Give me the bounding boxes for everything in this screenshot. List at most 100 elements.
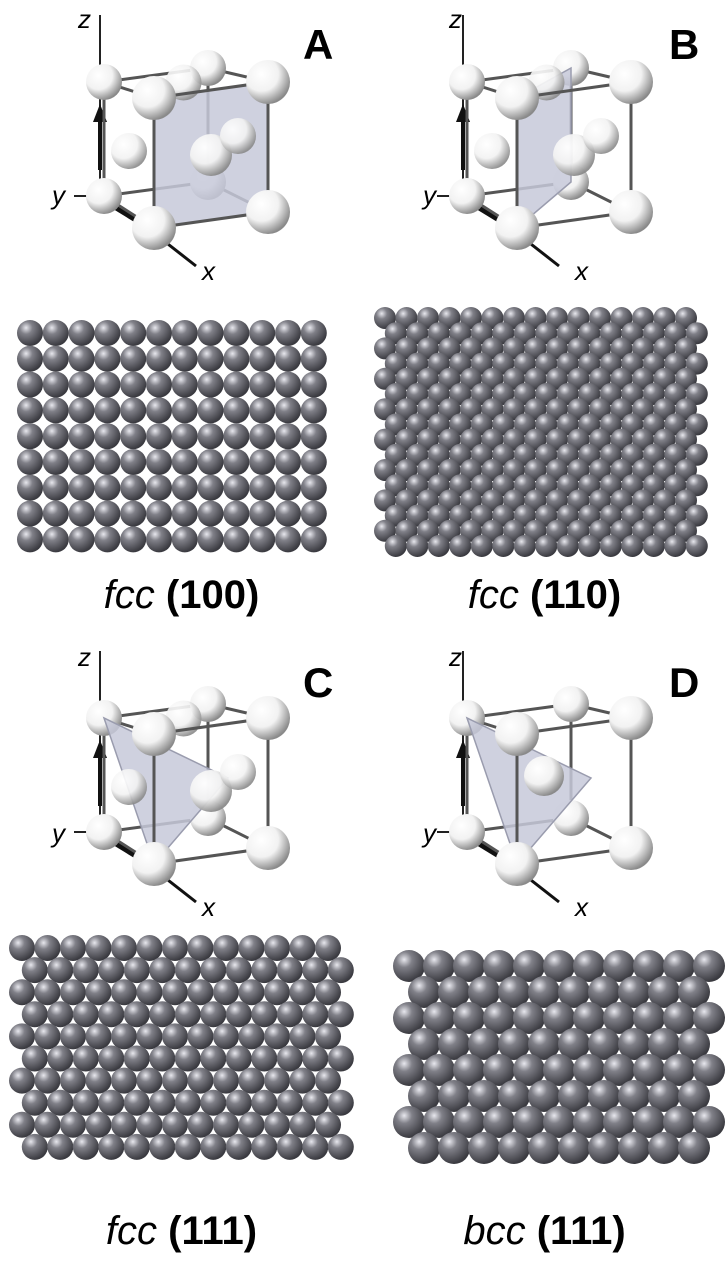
surface-atom [68, 526, 95, 553]
surface-atom [578, 504, 601, 527]
surface-atom [438, 1080, 470, 1112]
surface-atom [289, 1111, 316, 1138]
panel-a: A z y x fcc (100) [0, 0, 363, 635]
panel-letter-b: B [669, 21, 700, 68]
surface-atom [123, 1089, 150, 1116]
surface-atom [438, 519, 461, 542]
surface-atom [384, 322, 407, 345]
panel-a-graphics [17, 15, 327, 553]
surface-atom [60, 1111, 86, 1138]
surface-atom [315, 1067, 341, 1094]
surface-atom [599, 535, 622, 557]
surface-atom [120, 423, 147, 450]
surface-atom [632, 489, 654, 512]
surface-atom [171, 449, 198, 475]
surface-atom [249, 500, 276, 527]
surface-atom [460, 459, 482, 481]
surface-atom [513, 443, 536, 466]
caption-c: fcc (111) [0, 1211, 363, 1251]
surface-atom [264, 1111, 290, 1138]
surface-atom [200, 1001, 227, 1028]
surface-atom [384, 413, 407, 436]
surface-atom [492, 535, 515, 557]
surface-atom [618, 976, 650, 1008]
surface-atom [42, 423, 69, 450]
surface-atom [187, 935, 214, 961]
surface-atom [535, 504, 558, 527]
surface-atom [481, 398, 504, 421]
surface-atom [374, 489, 396, 512]
surface-atom [302, 957, 329, 984]
surface-atom [68, 345, 95, 372]
surface-atom [384, 383, 407, 405]
surface-atom [621, 443, 644, 466]
surface-atom [513, 413, 536, 436]
surface-atom [149, 1045, 176, 1072]
surface-atom [483, 1054, 515, 1086]
surface-atom [664, 322, 687, 345]
lattice-label-a: fcc [103, 573, 155, 617]
surface-atom [524, 367, 547, 390]
surface-atom [60, 1023, 86, 1050]
surface-atom [136, 979, 163, 1006]
surface-atom [664, 413, 687, 436]
surface-atom [327, 957, 354, 984]
surface-atom [275, 526, 301, 553]
surface-atom [528, 1132, 560, 1164]
surface-atom [9, 1023, 35, 1050]
surface-atom [610, 367, 633, 390]
surface-atom [276, 1001, 303, 1028]
surface-atom [149, 1089, 176, 1116]
surface-atom [417, 489, 439, 512]
surface-atom [423, 1002, 455, 1034]
x-axis-label-b: x [575, 256, 588, 286]
surface-atom [300, 423, 327, 450]
surface-atom [94, 423, 121, 450]
surface-atom [68, 449, 95, 475]
surface-atom [449, 535, 472, 557]
surface-atom [642, 383, 665, 405]
surface-atom [632, 428, 654, 451]
surface-atom [599, 443, 622, 466]
surface-atom [120, 320, 147, 346]
surface-atom [567, 367, 590, 390]
surface-atom [470, 413, 493, 436]
miller-index-a: (100) [165, 573, 260, 617]
surface-atom [603, 950, 635, 982]
surface-atom [492, 322, 515, 345]
surface-atom [42, 449, 69, 475]
miller-index-d: (111) [536, 1209, 626, 1253]
panel-c: C z y x fcc (111) [0, 636, 363, 1271]
surface-atom [34, 935, 61, 961]
surface-atom [408, 1132, 440, 1164]
surface-atom [610, 398, 633, 421]
surface-atom [543, 950, 575, 982]
surface-atom [567, 459, 590, 481]
surface-atom [653, 519, 676, 542]
surface-atom [289, 979, 316, 1006]
surface-atom [675, 307, 697, 329]
panel-d-graphics [393, 651, 725, 1164]
surface-atom [653, 337, 676, 360]
surface-atom [42, 500, 69, 527]
surface-atom [503, 367, 525, 390]
surface-atom [589, 428, 611, 451]
surface-atom [498, 1080, 530, 1112]
surface-atom [275, 474, 301, 501]
miller-index-c: (111) [168, 1209, 258, 1253]
surface-atom [17, 371, 43, 398]
surface-atom [17, 397, 43, 424]
surface-atom [374, 398, 396, 421]
surface-atom [111, 1111, 137, 1138]
surface-atom [535, 322, 558, 345]
surface-atom [60, 1067, 86, 1094]
surface-atom [470, 443, 493, 466]
surface-atom [187, 1067, 214, 1094]
surface-atom [483, 1106, 515, 1138]
surface-c [9, 935, 354, 1160]
surface-atom [460, 489, 482, 512]
surface-atom [9, 1111, 35, 1138]
surface-atom [610, 489, 633, 512]
surface-atom [94, 320, 121, 346]
surface-atom [642, 474, 665, 497]
